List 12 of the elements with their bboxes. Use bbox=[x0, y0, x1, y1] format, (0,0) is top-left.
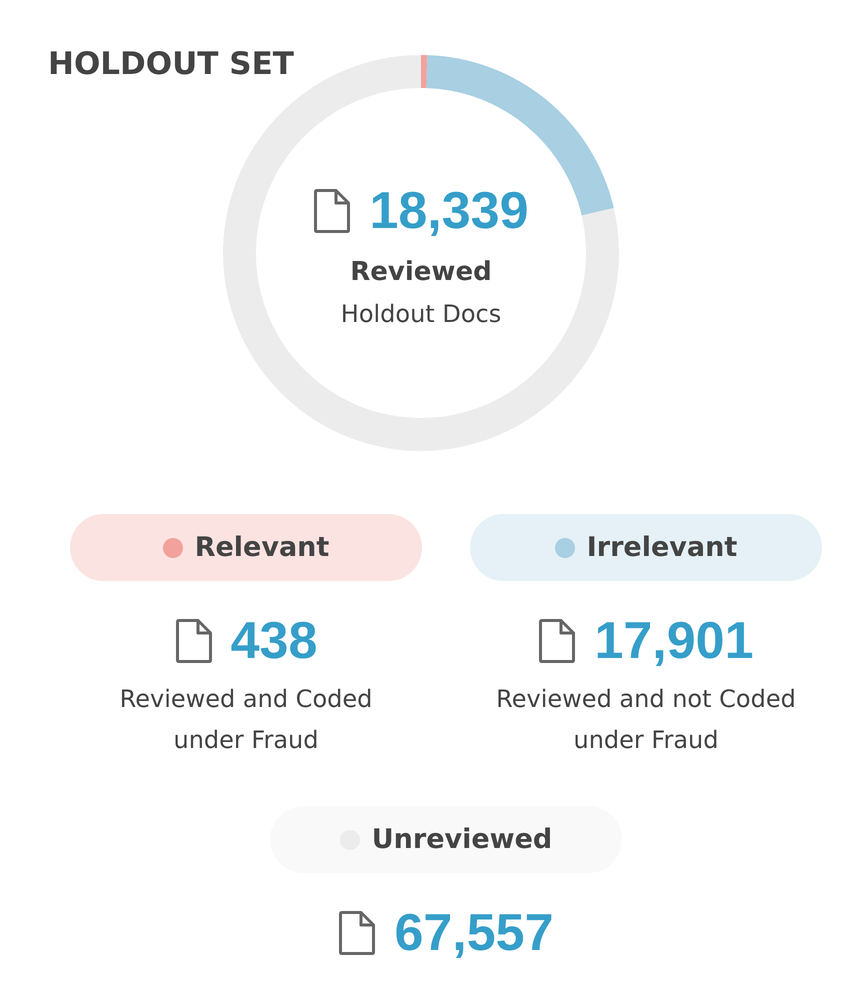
legend-label: Irrelevant bbox=[586, 531, 738, 565]
text: Reviewed bbox=[349, 256, 493, 289]
chart-title: HOLDOUT SET bbox=[48, 45, 294, 84]
text: Holdout Docs bbox=[340, 299, 502, 330]
text: 18,339 bbox=[369, 182, 529, 240]
text: Reviewed and Coded under Fraud bbox=[118, 684, 374, 756]
data-label: 17,901 bbox=[594, 612, 754, 670]
legend-label: Relevant bbox=[194, 531, 330, 565]
data-label: 438 bbox=[230, 612, 318, 670]
text: Reviewed and not Coded under Fraud bbox=[495, 684, 797, 756]
data-label: 67,557 bbox=[394, 904, 554, 962]
legend-label: Unreviewed bbox=[372, 823, 552, 857]
